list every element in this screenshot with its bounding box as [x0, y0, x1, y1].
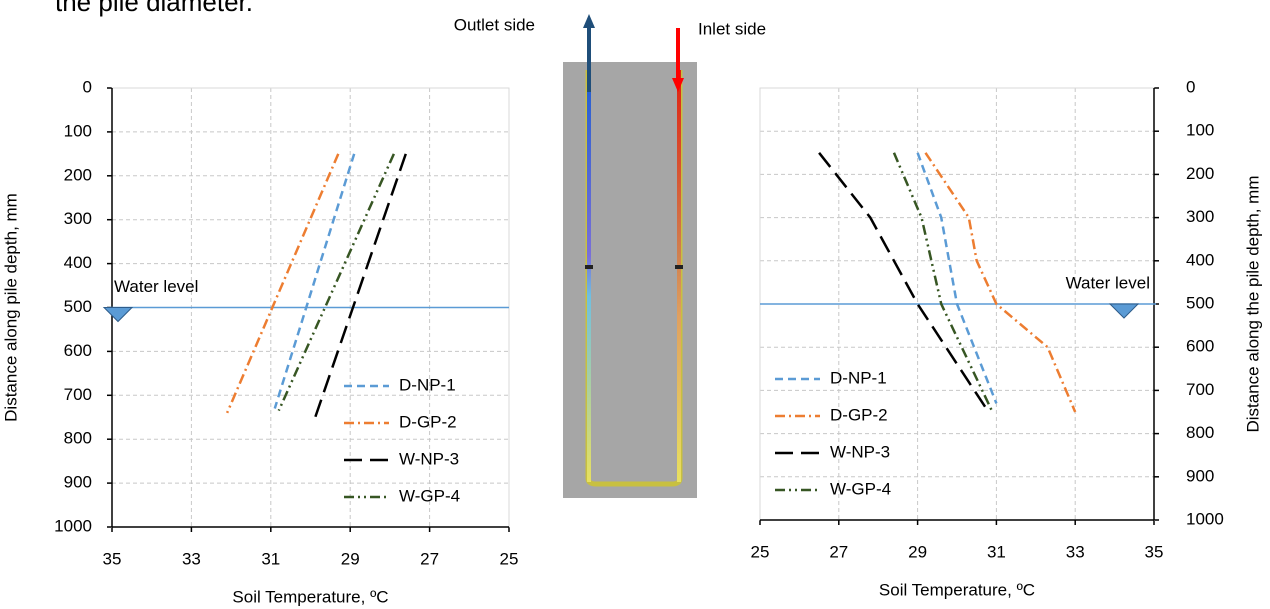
y-tick-label: 1000	[1186, 509, 1224, 528]
series-line	[313, 153, 407, 420]
x-tick-label: 33	[182, 549, 201, 568]
y-tick-label: 500	[64, 297, 92, 316]
series-line	[277, 153, 396, 412]
outlet-arrowhead	[583, 14, 595, 28]
y-tick-label: 0	[83, 77, 92, 96]
pipe-marker	[675, 265, 683, 269]
x-tick-label: 33	[1066, 542, 1085, 561]
y-tick-label: 500	[1186, 293, 1214, 312]
series-line	[924, 152, 1077, 413]
x-tick-label: 29	[908, 542, 927, 561]
legend-label: D-GP-2	[830, 405, 888, 424]
y-tick-label: 200	[1186, 164, 1214, 183]
y-tick-label: 800	[1186, 423, 1214, 442]
x-tick-label: 31	[987, 542, 1006, 561]
x-tick-label: 35	[103, 549, 122, 568]
y-tick-label: 100	[64, 121, 92, 140]
y-tick-label: 0	[1186, 77, 1195, 96]
caption: the pile diameter.	[55, 0, 253, 17]
pile-diagram: Outlet side Inlet side	[454, 14, 766, 498]
y-tick-label: 400	[64, 253, 92, 272]
x-tick-label: 31	[261, 549, 280, 568]
y-tick-label: 900	[1186, 466, 1214, 485]
x-axis-title: Soil Temperature, ºC	[879, 580, 1035, 599]
y-tick-label: 400	[1186, 250, 1214, 269]
legend-label: D-NP-1	[830, 368, 887, 387]
water-level-label: Water level	[1066, 273, 1150, 292]
outlet-label: Outlet side	[454, 15, 535, 34]
y-tick-label: 700	[64, 385, 92, 404]
legend-label: D-GP-2	[399, 412, 457, 431]
series-line	[818, 152, 990, 413]
inlet-label: Inlet side	[698, 19, 766, 38]
series-line	[892, 152, 994, 413]
y-tick-label: 100	[1186, 121, 1214, 140]
y-tick-label: 600	[64, 341, 92, 360]
y-tick-label: 300	[64, 209, 92, 228]
y-axis-title: Distance along pile depth, mm	[1, 193, 20, 422]
inlet-pipe	[677, 70, 681, 482]
y-axis-title: Distance along the pile depth, mm	[1243, 175, 1262, 432]
y-tick-label: 200	[64, 165, 92, 184]
inlet-arrowhead	[672, 78, 684, 92]
legend-label: W-NP-3	[830, 442, 890, 461]
y-tick-label: 300	[1186, 207, 1214, 226]
x-tick-label: 35	[1145, 542, 1164, 561]
x-tick-label: 27	[420, 549, 439, 568]
x-tick-label: 29	[341, 549, 360, 568]
y-tick-label: 900	[64, 473, 92, 492]
legend-label: W-GP-4	[830, 479, 891, 498]
x-tick-label: 25	[751, 542, 770, 561]
legend-label: W-GP-4	[399, 486, 460, 505]
x-tick-label: 27	[829, 542, 848, 561]
water-level-label: Water level	[114, 277, 198, 296]
legend-label: W-NP-3	[399, 449, 459, 468]
y-tick-label: 700	[1186, 380, 1214, 399]
legend-label: D-NP-1	[399, 375, 456, 394]
series-line	[273, 153, 356, 409]
water-level-marker	[1108, 303, 1140, 319]
y-tick-label: 600	[1186, 337, 1214, 356]
outlet-pipe	[587, 70, 591, 482]
y-tick-label: 800	[64, 429, 92, 448]
series-line	[225, 153, 340, 414]
series-line	[916, 152, 998, 404]
water-level-marker	[102, 307, 134, 323]
y-tick-label: 1000	[54, 516, 92, 535]
x-tick-label: 25	[500, 549, 519, 568]
pile-body	[563, 62, 697, 498]
pipe-marker	[585, 265, 593, 269]
x-axis-title: Soil Temperature, ºC	[232, 587, 388, 606]
